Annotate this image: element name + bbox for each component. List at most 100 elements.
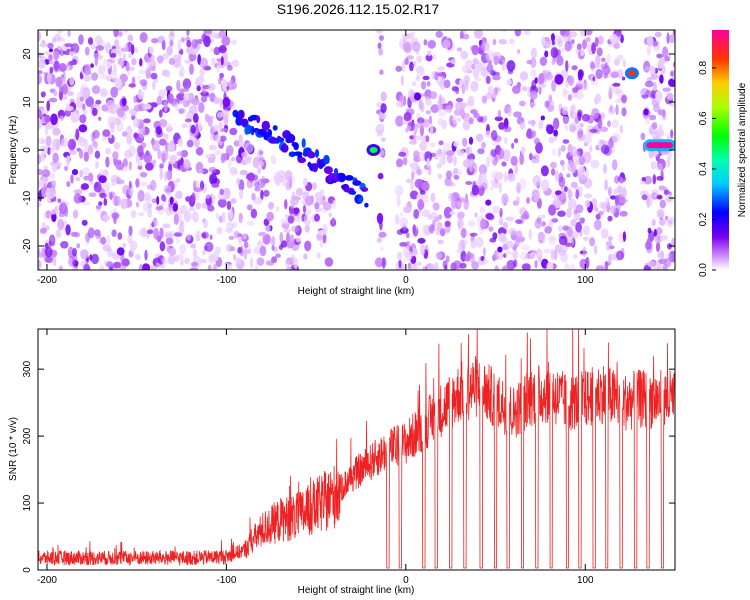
heatmap-speckle bbox=[177, 39, 182, 52]
heatmap-speckle bbox=[79, 96, 85, 102]
heatmap-speckle bbox=[534, 137, 540, 145]
heatmap-speckle bbox=[331, 217, 336, 226]
heatmap-speckle bbox=[541, 36, 546, 47]
heatmap-speckle bbox=[285, 259, 291, 268]
heatmap-speckle bbox=[460, 108, 465, 119]
heatmap-speckle bbox=[283, 228, 291, 233]
heatmap-speckle bbox=[591, 42, 596, 55]
heatmap-speckle bbox=[178, 222, 185, 235]
heatmap-speckle bbox=[305, 208, 312, 216]
heatmap-speckle bbox=[147, 202, 153, 209]
heatmap-speckle bbox=[567, 226, 574, 237]
heatmap-speckle bbox=[165, 188, 170, 193]
heatmap-speckle bbox=[582, 246, 587, 258]
heatmap-speckle bbox=[67, 30, 71, 37]
heatmap-speckle bbox=[75, 128, 80, 141]
heatmap-speckle bbox=[493, 55, 499, 66]
colorbar-ticks: 0.0 0.2 0.4 0.6 0.8 bbox=[698, 61, 716, 277]
heatmap-speckle bbox=[117, 232, 123, 240]
heatmap-speckle bbox=[250, 208, 258, 219]
heatmap-speckle bbox=[106, 99, 115, 110]
y-tick-label: 0 bbox=[22, 147, 33, 153]
heatmap-speckle bbox=[133, 117, 140, 128]
heatmap-speckle bbox=[38, 74, 42, 85]
heatmap-speckle bbox=[557, 210, 566, 217]
heatmap-speckle bbox=[465, 181, 473, 185]
heatmap-speckle bbox=[507, 173, 516, 182]
heatmap-speckle bbox=[134, 46, 139, 54]
heatmap-speckle bbox=[101, 215, 111, 221]
heatmap-speckle bbox=[68, 51, 77, 56]
heatmap-speckle bbox=[668, 191, 672, 196]
heatmap-speckle bbox=[380, 246, 384, 252]
heatmap-speckle bbox=[670, 70, 674, 77]
echo-blob bbox=[272, 125, 278, 131]
heatmap-speckle bbox=[519, 121, 526, 130]
heatmap-speckle bbox=[207, 157, 216, 164]
heatmap-speckle bbox=[295, 187, 304, 197]
heatmap-speckle bbox=[653, 151, 658, 158]
heatmap-speckle bbox=[249, 257, 254, 269]
heatmap-speckle bbox=[238, 212, 243, 224]
heatmap-speckle bbox=[589, 144, 593, 153]
echo-blob bbox=[277, 137, 285, 143]
heatmap-speckle bbox=[474, 77, 482, 82]
heatmap-speckle bbox=[666, 216, 674, 228]
heatmap-speckle bbox=[402, 35, 407, 43]
heatmap-speckle bbox=[477, 148, 485, 155]
heatmap-speckle bbox=[420, 244, 426, 256]
heatmap-speckle bbox=[43, 71, 49, 76]
heatmap-speckle bbox=[576, 80, 585, 87]
heatmap-speckle bbox=[204, 113, 210, 123]
heatmap-speckle bbox=[434, 251, 443, 260]
heatmap-speckle bbox=[92, 129, 100, 139]
heatmap-speckle bbox=[110, 53, 117, 58]
heatmap-speckle bbox=[78, 124, 88, 133]
heatmap-speckle bbox=[534, 260, 538, 269]
heatmap-speckle bbox=[567, 198, 577, 210]
heatmap-speckle bbox=[191, 39, 198, 49]
heatmap-speckle bbox=[430, 192, 436, 203]
x-tick-label: 100 bbox=[577, 575, 594, 586]
heatmap-speckle bbox=[51, 212, 57, 223]
heatmap-speckle bbox=[575, 204, 584, 214]
heatmap-speckle bbox=[239, 169, 248, 176]
heatmap-speckle bbox=[295, 236, 302, 243]
heatmap-speckle bbox=[75, 176, 81, 182]
heatmap-speckle bbox=[291, 225, 300, 233]
heatmap-speckle bbox=[653, 104, 661, 113]
heatmap-speckle bbox=[69, 98, 75, 103]
heatmap-speckle bbox=[514, 236, 520, 248]
heatmap-speckle bbox=[437, 66, 446, 71]
heatmap-speckle bbox=[467, 220, 476, 227]
heatmap-speckle bbox=[314, 192, 323, 201]
heatmap-speckle bbox=[186, 139, 194, 148]
heatmap-speckle bbox=[502, 149, 511, 162]
heatmap-speckle bbox=[43, 212, 47, 219]
heatmap-speckle bbox=[186, 233, 192, 241]
heatmap-speckle bbox=[497, 227, 507, 236]
heatmap-speckle bbox=[271, 236, 276, 247]
heatmap-speckle bbox=[183, 159, 191, 170]
snr-x-label: Height of straight line (km) bbox=[298, 585, 415, 596]
heatmap-speckle bbox=[67, 138, 77, 151]
heatmap-speckle bbox=[576, 43, 582, 50]
heatmap-speckle bbox=[482, 247, 486, 257]
heatmap-speckle bbox=[445, 181, 455, 186]
heatmap-speckle bbox=[68, 256, 76, 267]
heatmap-speckle bbox=[38, 168, 43, 176]
heatmap-speckle bbox=[138, 263, 143, 270]
heatmap-speckle bbox=[110, 121, 115, 133]
heatmap-speckle bbox=[490, 157, 495, 162]
heatmap-speckle bbox=[396, 229, 403, 236]
heatmap-speckle bbox=[304, 224, 310, 233]
heatmap-speckle bbox=[413, 150, 420, 159]
heatmap-speckle bbox=[577, 132, 585, 142]
heatmap-speckle bbox=[128, 225, 133, 236]
heatmap-speckle bbox=[227, 158, 232, 169]
heatmap-speckle bbox=[651, 122, 658, 130]
heatmap-speckle bbox=[38, 52, 43, 59]
heatmap-speckle bbox=[98, 175, 107, 184]
heatmap-speckle bbox=[379, 69, 384, 75]
heatmap-speckle bbox=[178, 108, 186, 115]
